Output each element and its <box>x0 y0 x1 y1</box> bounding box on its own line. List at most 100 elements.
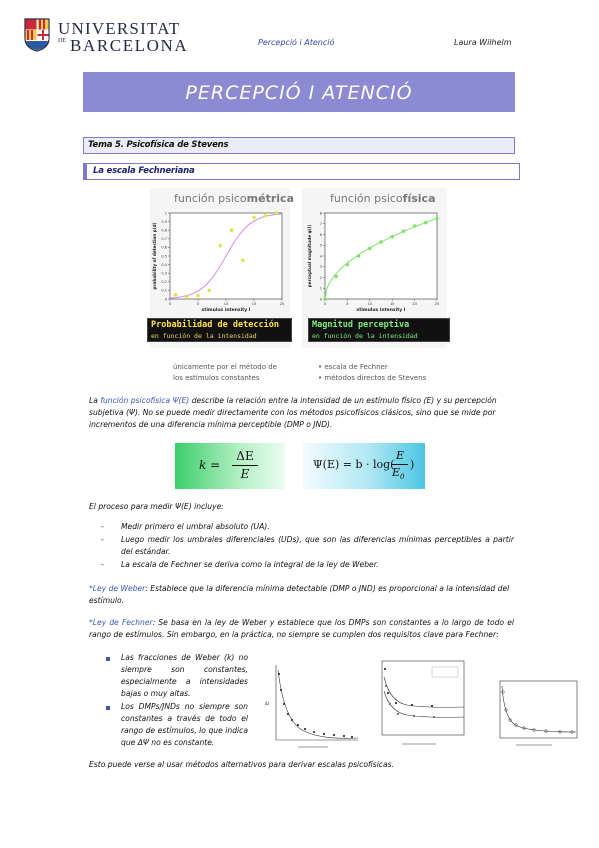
y-tick-label: 0 <box>165 297 167 301</box>
y-tick-label: 0.9 <box>161 220 167 224</box>
process-intro: El proceso para medir Ψ(E) incluye: <box>89 502 224 511</box>
header-author: Laura Wilhelm <box>454 38 512 47</box>
data-point <box>412 224 417 228</box>
note-right-bullet1: • escala de Fechner <box>318 363 388 371</box>
logo-line1: UNIVERSITAT <box>58 19 181 38</box>
y-tick-label: 0.4 <box>161 263 167 267</box>
logo-de: DE <box>58 38 66 44</box>
data-point <box>356 254 361 258</box>
y-axis-label: perceptual magnitude ψ(I) <box>307 225 312 288</box>
weber-fraction-bar <box>232 465 258 466</box>
note-right-bullet2: • métodos directos de Stevens <box>318 374 427 382</box>
x-tick-label: 25 <box>435 302 439 306</box>
figure-right-title: función psicofísica <box>330 192 436 205</box>
y-tick-label: 7 <box>320 222 322 226</box>
psychophysical-function-term: función psicofísica Ψ(E) <box>100 396 190 405</box>
fechner-numerator: E <box>395 449 405 462</box>
x-tick-label: 20 <box>412 302 416 306</box>
x-tick-label: 10 <box>224 302 228 306</box>
university-shield-icon <box>24 18 50 52</box>
weber-denominator: E <box>240 467 250 481</box>
y-tick-label: 8 <box>320 211 322 215</box>
y-tick-label: 0.2 <box>161 280 167 284</box>
title-banner <box>83 72 515 112</box>
logo-line2: BARCELONA <box>70 36 189 55</box>
fechner-lhs: Ψ(E) = b · log( <box>313 458 395 471</box>
fechner-rhs: ) <box>410 458 415 471</box>
data-point <box>218 243 223 248</box>
plot-frame <box>324 212 438 300</box>
caption-left-box <box>147 318 292 342</box>
data-point <box>229 228 234 232</box>
process-item-1: Medir primero el umbral absoluto (UA). <box>121 522 270 531</box>
y-tick-label: 4 <box>320 254 323 258</box>
process-item-3: La escala de Fechner se deriva como la i… <box>121 560 379 569</box>
intro-paragraph: La función psicofísica Ψ(E) describe la … <box>89 396 497 429</box>
page-title: PERCEPCIÓ I ATENCIÓ <box>185 82 413 104</box>
x-tick-label: 20 <box>280 302 284 306</box>
x-tick-label: 5 <box>346 302 348 306</box>
caption-right-line1: Magnitud perceptiva <box>312 320 410 330</box>
x-tick-label: 5 <box>197 302 199 306</box>
note-left-line2: los estímulos constantes <box>173 374 260 382</box>
process-item-2: Luego medir los umbrales diferenciales (… <box>121 535 514 556</box>
y-tick-label: 0.7 <box>161 237 167 241</box>
y-tick-label: 6 <box>320 233 322 237</box>
y-tick-label: 1 <box>320 287 322 291</box>
subsection-accent <box>83 163 87 180</box>
jnd-graph <box>372 657 467 752</box>
process-dash-1: - <box>101 522 104 531</box>
y-tick-label: 0.6 <box>161 246 167 250</box>
x-tick-label: 0 <box>169 302 171 306</box>
weber-numerator: ΔE <box>236 449 254 463</box>
fitted-curve <box>169 213 283 299</box>
y-tick-label: 0.5 <box>161 254 167 258</box>
note-left-line1: únicamente por el método de <box>173 363 277 371</box>
header-course: Percepció i Atenció <box>258 38 335 47</box>
caption-right-box <box>308 318 450 342</box>
y-tick-label: 1 <box>165 211 167 215</box>
data-point <box>263 213 267 218</box>
y-tick-label: 5 <box>320 244 322 248</box>
data-point <box>334 274 338 279</box>
process-dash-2: - <box>101 535 104 544</box>
data-point <box>424 220 428 225</box>
y-tick-label: 0 <box>320 297 322 301</box>
fechner-fraction-bar <box>392 464 408 465</box>
weber-lhs: k = <box>199 458 221 472</box>
subsection-title: La escala Fechneriana <box>93 166 195 176</box>
x-tick-label: 10 <box>368 302 372 306</box>
process-dash-3: - <box>101 560 104 569</box>
data-point <box>379 240 383 244</box>
x-tick-label: 0 <box>324 302 326 306</box>
data-point <box>401 229 406 234</box>
data-point <box>185 295 189 300</box>
y-tick-label: 2 <box>320 276 322 280</box>
y-tick-label: 0.8 <box>161 229 167 233</box>
psychophysical-plot: 0 1 2 3 4 5 6 7 8 0 5 10 15 20 25 stimulus intensity I p… <box>307 211 439 313</box>
x-axis-label: stimulus intensity I <box>357 307 406 313</box>
topic-box <box>83 137 515 154</box>
weber-law-paragraph: *Ley de Weber: Establece que la diferenc… <box>89 584 510 605</box>
data-point <box>207 288 211 293</box>
requisite-item-2: Los DMPs/JNDs no siempre son constantes … <box>121 702 248 747</box>
psychometric-plot: 00.10.20.30.40.50.60.70.80.910 5 10 15 20sti… <box>152 211 284 313</box>
svg-text:ΔI: ΔI <box>265 701 269 706</box>
data-point <box>196 293 200 298</box>
figure-left-title: función psicométrica <box>174 192 294 205</box>
weber-fraction-graph: ΔI <box>262 660 362 755</box>
x-tick-label: 15 <box>390 302 394 306</box>
data-point <box>252 215 256 220</box>
requisite-bullet-2 <box>106 706 110 710</box>
caption-left-line1: Probabilidad de detección <box>151 320 279 330</box>
y-axis-label: probability of detection p(d) <box>152 222 157 289</box>
data-point <box>390 234 394 239</box>
requisite-item-1: Las fracciones de Weber (k) no siempre s… <box>121 653 248 698</box>
data-point <box>323 297 327 301</box>
x-tick-label: 15 <box>252 302 256 306</box>
caption-right-line2: en función de la intensidad <box>312 332 418 340</box>
y-tick-label: 0.1 <box>161 289 167 293</box>
fechner-formula-box: Ψ(E) = b · log( E E0 ) <box>303 443 425 489</box>
data-point <box>368 246 372 251</box>
y-tick-label: 0.3 <box>161 272 167 276</box>
